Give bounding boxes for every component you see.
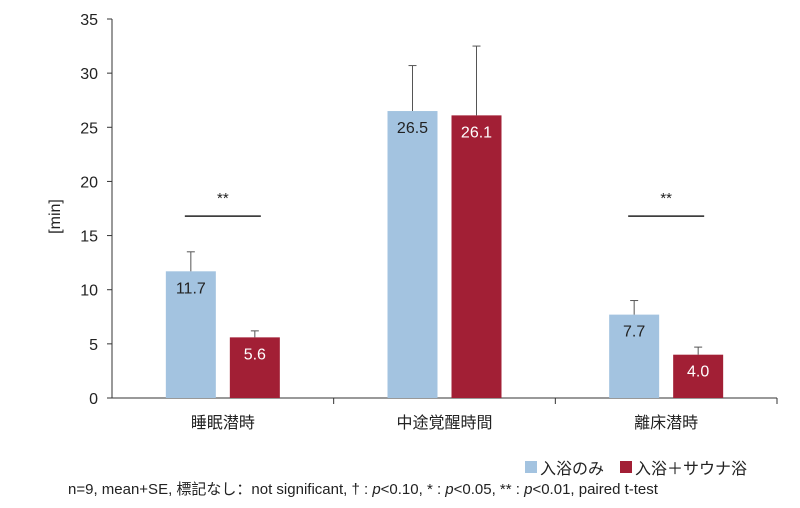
legend-swatch-bath-sauna — [620, 461, 633, 473]
footnote-part4: <0.01, paired t-test — [532, 481, 658, 498]
footnote-p1: p — [372, 481, 381, 498]
y-tick-label: 35 — [80, 12, 98, 29]
legend-swatch-bath-only — [525, 461, 537, 473]
bar — [451, 115, 502, 399]
data-label: 4.0 — [687, 364, 709, 381]
footnote-p3: p — [524, 481, 533, 498]
legend: 入浴のみ 入浴＋サウナ浴 — [525, 455, 763, 479]
y-tick-label: 25 — [80, 120, 98, 137]
data-label: 7.7 — [623, 324, 645, 341]
y-tick-label: 30 — [80, 66, 98, 83]
x-category-label: 中途覚醒時間 — [396, 414, 492, 432]
y-tick-label: 0 — [89, 391, 98, 408]
footnote-part1: n=9, mean+SE, 標記なし：not significant, † : — [68, 481, 373, 498]
x-category-label: 離床潜時 — [634, 414, 698, 432]
x-category-label: 睡眠潜時 — [191, 414, 255, 432]
bar — [165, 271, 216, 398]
bar — [387, 111, 438, 399]
y-axis-label: [min] — [47, 199, 64, 234]
bar — [673, 354, 724, 398]
bar — [609, 314, 660, 398]
y-tick-label: 5 — [89, 337, 98, 354]
data-label: 5.6 — [244, 346, 266, 363]
y-tick-label: 20 — [80, 174, 98, 191]
bar-chart: 0 5 10 15 20 25 30 35 [min] 睡眠潜時 中途覚醒時間 離床潜時 11.7 26.… — [47, 12, 778, 432]
footnote-part2: <0.10, * : — [380, 481, 446, 498]
data-label: 11.7 — [176, 280, 206, 297]
legend-item-bath-only: 入浴のみ — [525, 455, 604, 479]
footnote: n=9, mean+SE, 標記なし：not significant, † : … — [68, 478, 658, 499]
plot-area: 0 5 10 15 20 25 30 35 [min] 睡眠潜時 中途覚醒時間 離床潜時 11.7 26.… — [47, 12, 778, 432]
y-tick-label: 15 — [80, 229, 98, 246]
legend-label-bath-sauna: 入浴＋サウナ浴 — [635, 461, 748, 478]
legend-item-bath-sauna: 入浴＋サウナ浴 — [620, 455, 747, 479]
data-label: 26.1 — [461, 124, 492, 141]
legend-label-bath-only: 入浴のみ — [540, 461, 605, 478]
footnote-part3: <0.05, ** : — [453, 481, 525, 498]
footnote-p2: p — [445, 481, 454, 498]
y-tick-label: 10 — [80, 283, 98, 300]
bar — [229, 337, 280, 398]
significance-label: ** — [660, 190, 672, 207]
data-label: 26.5 — [397, 120, 428, 137]
significance-label: ** — [217, 190, 229, 207]
